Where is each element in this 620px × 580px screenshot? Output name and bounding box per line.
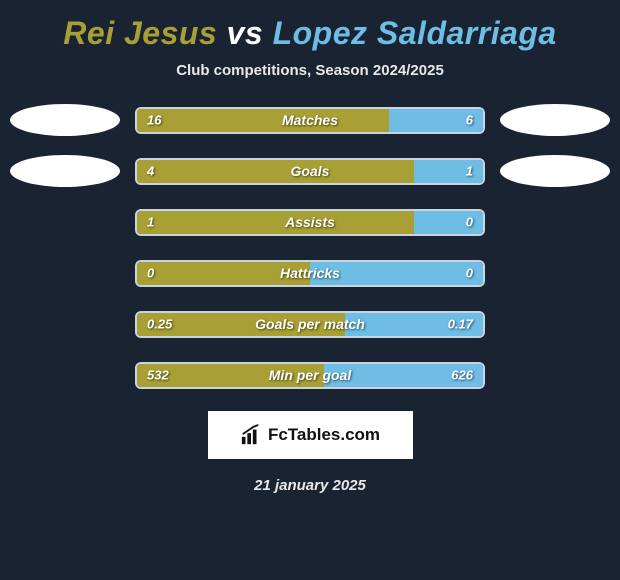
date-text: 21 january 2025 (254, 477, 366, 494)
stat-bar: 16 6 Matches (135, 107, 485, 134)
title-left-player: Rei Jesus (63, 15, 217, 51)
stat-value-right: 6 (466, 113, 473, 128)
stat-label: Matches (282, 112, 338, 128)
logo-text: FcTables.com (268, 425, 380, 445)
stat-value-left: 1 (147, 215, 154, 230)
stat-value-left: 532 (147, 368, 169, 383)
stat-label: Goals (291, 163, 330, 179)
stat-value-right: 0.17 (448, 317, 473, 332)
stat-label: Hattricks (280, 265, 340, 281)
stat-value-right: 1 (466, 164, 473, 179)
player-left-marker (10, 155, 120, 187)
stat-label: Min per goal (269, 367, 351, 383)
stat-bar: 4 1 Goals (135, 158, 485, 185)
logo-box: FcTables.com (208, 411, 413, 459)
stat-row: 0 0 Hattricks (0, 257, 620, 289)
stat-row: 4 1 Goals (0, 155, 620, 187)
stat-value-right: 0 (466, 215, 473, 230)
chart-icon (240, 424, 262, 446)
stat-value-left: 4 (147, 164, 154, 179)
stat-row: 532 626 Min per goal (0, 359, 620, 391)
stat-bar: 532 626 Min per goal (135, 362, 485, 389)
title-vs: vs (227, 15, 264, 51)
stat-row: 0.25 0.17 Goals per match (0, 308, 620, 340)
stat-row: 1 0 Assists (0, 206, 620, 238)
bar-left-segment (137, 211, 414, 234)
stat-value-left: 0 (147, 266, 154, 281)
page-title: Rei Jesus vs Lopez Saldarriaga (63, 15, 556, 52)
bar-left-segment (137, 160, 414, 183)
stat-rows: 16 6 Matches 4 1 Goals 1 0 Assists 0 0 Hattricks 0.2… (0, 104, 620, 391)
stat-value-left: 0.25 (147, 317, 172, 332)
player-right-marker (500, 104, 610, 136)
stat-label: Goals per match (255, 316, 365, 332)
stat-value-right: 626 (451, 368, 473, 383)
stat-bar: 1 0 Assists (135, 209, 485, 236)
stat-bar: 0.25 0.17 Goals per match (135, 311, 485, 338)
bar-left-segment (137, 109, 389, 132)
player-left-marker (10, 104, 120, 136)
stat-row: 16 6 Matches (0, 104, 620, 136)
title-right-player: Lopez Saldarriaga (273, 15, 557, 51)
stat-label: Assists (285, 214, 335, 230)
stat-bar: 0 0 Hattricks (135, 260, 485, 287)
stat-value-right: 0 (466, 266, 473, 281)
comparison-infographic: Rei Jesus vs Lopez Saldarriaga Club comp… (0, 0, 620, 494)
player-right-marker (500, 155, 610, 187)
stat-value-left: 16 (147, 113, 161, 128)
subtitle: Club competitions, Season 2024/2025 (176, 62, 444, 79)
